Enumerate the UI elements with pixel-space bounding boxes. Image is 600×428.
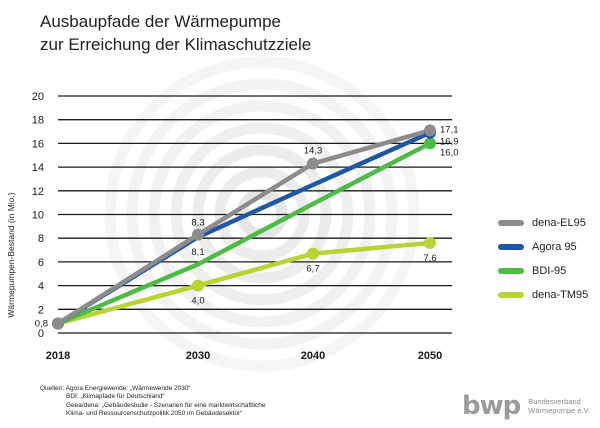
legend-item-dena-tm95: dena-TM95 bbox=[498, 283, 588, 307]
title-line-1: Ausbaupfade der Wärmepumpe bbox=[40, 12, 281, 31]
legend-label: BDI-95 bbox=[532, 265, 567, 277]
data-label: 6,7 bbox=[306, 264, 319, 275]
y-tick-label: 2 bbox=[38, 304, 44, 316]
data-labels: 8,3 14,3 17,1 8,1 16,916,0 0,8 4,0 6,7 7,6 bbox=[35, 124, 459, 329]
series-line-dena-tm95 bbox=[55, 240, 433, 326]
series-line-dena-el95 bbox=[55, 128, 433, 326]
x-tick-label: 2030 bbox=[186, 350, 210, 362]
x-axis-ticks: 2018 2030 2040 2050 bbox=[46, 350, 442, 362]
series-lines bbox=[55, 128, 433, 326]
legend-swatch bbox=[498, 268, 524, 274]
x-tick-label: 2050 bbox=[418, 350, 442, 362]
y-tick-label: 12 bbox=[32, 186, 44, 198]
x-tick-label: 2040 bbox=[301, 350, 325, 362]
y-tick-label: 4 bbox=[38, 281, 44, 293]
y-tick-label: 0 bbox=[38, 328, 44, 340]
source-line: Klima- und Ressourcenschutzpolitik 2050 … bbox=[66, 410, 243, 418]
legend-item-agora-95: Agora 95 bbox=[498, 235, 588, 259]
series-line-bdi-95 bbox=[55, 141, 433, 326]
data-point bbox=[424, 236, 436, 249]
y-tick-label: 6 bbox=[38, 257, 44, 269]
logo-line-2: Wärmepumpe e.V. bbox=[528, 406, 591, 415]
y-tick-label: 8 bbox=[38, 233, 44, 245]
y-tick-label: 20 bbox=[32, 91, 44, 103]
legend-item-bdi-95: BDI-95 bbox=[498, 259, 588, 283]
title-line-2: zur Erreichung der Klimaschutzziele bbox=[40, 35, 312, 54]
logo-text: Bundesverband Wärmepumpe e.V. bbox=[528, 397, 590, 415]
data-point bbox=[424, 137, 436, 150]
data-label: 16,9 bbox=[440, 137, 459, 148]
data-label: 0,8 bbox=[35, 319, 48, 330]
y-axis-ticks: 0 2 4 6 8 10 12 14 16 18 20 bbox=[32, 91, 44, 340]
source-line: BDI: „Klimapfade für Deutschland“ bbox=[66, 393, 165, 401]
legend-label: Agora 95 bbox=[532, 241, 577, 253]
y-tick-label: 10 bbox=[32, 210, 44, 222]
data-label: 8,1 bbox=[191, 247, 204, 258]
sources-note: Quellen: Agora Energiewende: „Wärmewende… bbox=[40, 385, 265, 419]
y-tick-label: 18 bbox=[32, 115, 44, 127]
legend-swatch bbox=[498, 220, 524, 226]
data-label: 14,3 bbox=[304, 146, 323, 157]
data-label: 7,6 bbox=[423, 253, 436, 264]
data-label: 8,3 bbox=[191, 218, 204, 229]
y-axis-label: Wärmepumpen-Bestand (in Mio.) bbox=[6, 192, 16, 317]
legend-swatch bbox=[498, 244, 524, 250]
legend-item-dena-el95: dena-EL95 bbox=[498, 211, 588, 235]
logo-mark: bwp bbox=[462, 391, 521, 421]
logo-line-1: Bundesverband bbox=[528, 397, 581, 406]
y-tick-label: 14 bbox=[32, 162, 44, 174]
bwp-logo: bwp Bundesverband Wärmepumpe e.V. bbox=[462, 393, 590, 419]
data-label: 4,0 bbox=[191, 296, 204, 307]
source-line: Geea/dena: „Gebäudestudie - Szenarien fü… bbox=[66, 401, 266, 409]
chart-title: Ausbaupfade der Wärmepumpe zur Erreichun… bbox=[40, 10, 311, 56]
legend-swatch bbox=[498, 292, 524, 298]
data-point bbox=[307, 157, 319, 170]
data-point bbox=[424, 124, 436, 137]
source-line: Quellen: Agora Energiewende: „Wärmewende… bbox=[40, 385, 191, 392]
data-point bbox=[192, 228, 204, 241]
y-tick-label: 16 bbox=[32, 138, 44, 150]
x-tick-label: 2018 bbox=[46, 350, 70, 362]
data-label: 16,0 bbox=[440, 147, 459, 158]
data-point bbox=[52, 317, 64, 330]
data-point bbox=[307, 247, 319, 260]
legend: dena-EL95 Agora 95 BDI-95 dena-TM95 bbox=[498, 211, 588, 307]
data-point bbox=[192, 279, 204, 292]
series-points bbox=[52, 124, 436, 330]
data-label: 17,1 bbox=[440, 124, 459, 135]
legend-label: dena-TM95 bbox=[532, 289, 589, 301]
legend-label: dena-EL95 bbox=[532, 217, 586, 229]
